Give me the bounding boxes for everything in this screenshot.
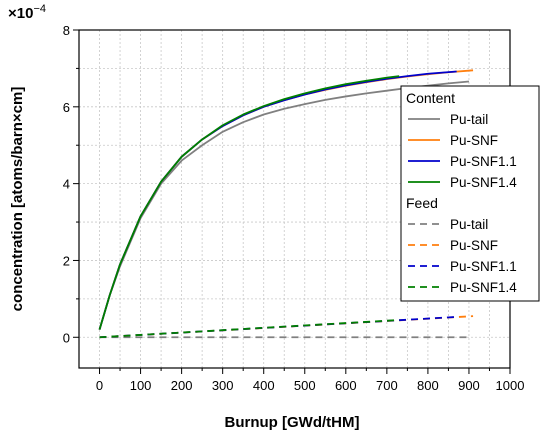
x-tick-label: 700 [376, 378, 398, 393]
x-tick-label: 600 [335, 378, 357, 393]
y-tick-label: 6 [63, 100, 70, 115]
content-pu-snf1-4-line [98, 75, 400, 330]
x-axis-label: Burnup [GWd/tHM] [225, 414, 360, 431]
legend-label: Pu-SNF [450, 238, 498, 253]
x-tick-label: 0 [96, 378, 103, 393]
x-tick-label: 300 [212, 378, 234, 393]
x-tick-label: 200 [171, 378, 193, 393]
y-axis-label: concentration [atoms/barn×cm] [9, 87, 26, 312]
y-tick-label: 4 [63, 177, 70, 192]
legend-label: Pu-SNF1.1 [450, 154, 517, 169]
legend-label: Pu-SNF1.4 [450, 280, 517, 295]
legend-group-title: Content [406, 90, 455, 106]
x-tick-label: 400 [253, 378, 275, 393]
x-tick-label: 100 [130, 378, 152, 393]
axis-ticks: 0 100 200 300 400 500 600 700 800 900 1000 0 2 4 6 8 [63, 23, 525, 393]
legend-label: Pu-tail [450, 112, 488, 127]
y-tick-label: 2 [63, 253, 70, 268]
y-multiplier-base: ×10 [8, 5, 33, 22]
feed-pu-snf1-4-line [99, 319, 400, 339]
legend-group-title: Feed [406, 195, 438, 211]
x-tick-label: 900 [458, 378, 480, 393]
legend-label: Pu-SNF [450, 133, 498, 148]
x-tick-label: 1000 [496, 378, 525, 393]
x-tick-label: 800 [417, 378, 439, 393]
x-tick-label: 500 [294, 378, 316, 393]
series-layer [98, 69, 474, 339]
y-axis-multiplier: ×10−4 [8, 3, 46, 22]
legend: Content Pu-tail Pu-SNF Pu-SNF1.1 Pu-SNF1.4 Fe… [400, 85, 540, 302]
y-multiplier-exponent: −4 [33, 3, 46, 15]
legend-label: Pu-SNF1.1 [450, 259, 517, 274]
legend-label: Pu-tail [450, 217, 488, 232]
legend-label: Pu-SNF1.4 [450, 175, 517, 190]
y-tick-label: 0 [63, 330, 70, 345]
grid-lines [79, 30, 510, 368]
y-tick-label: 8 [63, 23, 70, 38]
